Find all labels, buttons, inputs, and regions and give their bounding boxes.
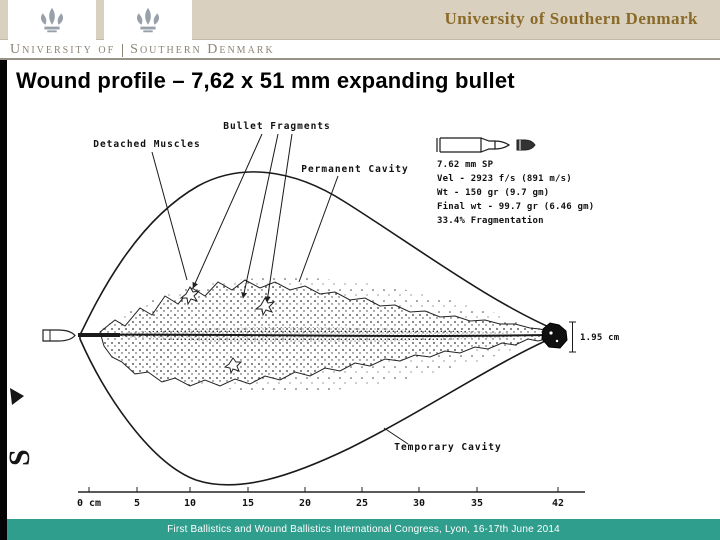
- spec-line-3: Wt - 150 gr (9.7 gm): [437, 188, 549, 198]
- page-title: Wound profile – 7,62 x 51 mm expanding b…: [16, 68, 515, 93]
- left-edge-watermark: S: [6, 388, 34, 466]
- footer-text: First Ballistics and Wound Ballistics In…: [167, 524, 560, 535]
- blob-highlight-1: [549, 331, 553, 335]
- permanent-cavity-label: Permanent Cavity: [301, 164, 409, 175]
- bullet-fragments-leader-3: [264, 133, 293, 303]
- university-name-serif: University of Southern Denmark: [444, 9, 698, 28]
- scale-label-15: 15: [242, 498, 254, 509]
- scale-label-35: 35: [471, 498, 483, 509]
- bullet-track-line: [79, 333, 549, 337]
- university-caps-right: Southern Denmark: [130, 42, 275, 57]
- bullet-fragments-leader-1: [192, 133, 263, 289]
- bullet-fragments-leader-2: [241, 133, 279, 299]
- measurement-bracket: [569, 321, 576, 353]
- scale-label-30: 30: [413, 498, 425, 509]
- spec-line-4: Final wt - 99.7 gr (6.46 gm): [437, 201, 594, 212]
- scale-label-25: 25: [356, 498, 368, 509]
- scale-label-5: 5: [134, 498, 140, 509]
- temporary-cavity-leader: [383, 427, 409, 445]
- incoming-bullet: [42, 329, 76, 342]
- scale-label-42: 42: [552, 498, 564, 509]
- spec-line-2: Vel - 2923 f/s (891 m/s): [437, 174, 572, 184]
- bullet-fragments-label: Bullet Fragments: [223, 121, 331, 132]
- permanent-cavity-leader: [298, 175, 339, 283]
- scale-label-20: 20: [299, 498, 311, 509]
- blob-highlight-2: [555, 339, 559, 343]
- spent-bullet-blob: [541, 322, 568, 349]
- spec-line-5: 33.4% Fragmentation: [437, 215, 544, 226]
- loose-bullet-drawing: [516, 139, 536, 151]
- spec-line-1: 7.62 mm SP: [437, 160, 494, 170]
- wound-profile-diagram: Bullet Fragments Detached Muscles Perman…: [42, 121, 620, 509]
- university-caps-left: University of: [10, 42, 116, 57]
- cartridge-drawing: [436, 137, 536, 153]
- detached-muscles-leader: [151, 151, 188, 281]
- fragment-star-2: [254, 297, 276, 317]
- watermark-letter: S: [6, 449, 34, 466]
- slide-header: University of Southern Denmark Universit…: [0, 0, 720, 60]
- sdu-logo-icon: [40, 7, 64, 33]
- left-edge-strip: [0, 60, 7, 540]
- logo-box-2: [104, 0, 192, 40]
- detached-muscles-label: Detached Muscles: [93, 139, 201, 150]
- watermark-wedge: [10, 388, 24, 405]
- fragment-star-1: [179, 286, 201, 306]
- university-name-caps: University of Southern Denmark: [10, 42, 275, 58]
- footer-bar: First Ballistics and Wound Ballistics In…: [7, 519, 720, 540]
- scale-label-10: 10: [184, 498, 196, 509]
- measurement-label: 1.95 cm: [580, 333, 620, 343]
- caps-divider: [122, 43, 124, 57]
- scale-ticks: [88, 487, 559, 492]
- sdu-logo-icon: [136, 7, 160, 33]
- scale-label-0: 0 cm: [77, 498, 101, 509]
- logo-box-1: [8, 0, 96, 40]
- fragment-star-3: [223, 357, 243, 375]
- temporary-cavity-label: Temporary Cavity: [394, 442, 502, 453]
